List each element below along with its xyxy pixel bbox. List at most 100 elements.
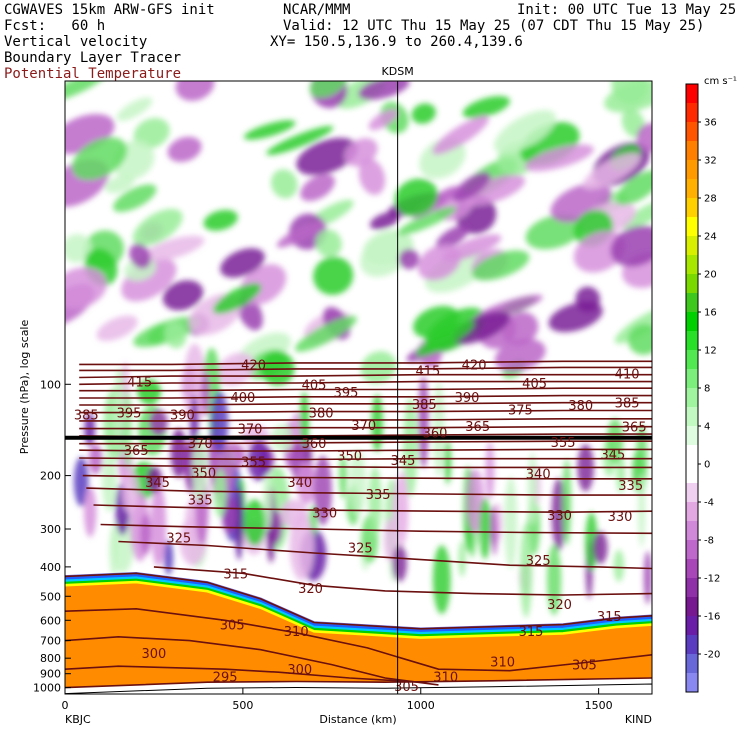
updraft-cell	[621, 199, 652, 230]
colorbar-swatch	[686, 597, 698, 617]
downdraft-cell	[162, 280, 204, 311]
init-time: Init: 00 UTC Tue 13 May 25	[517, 2, 737, 18]
station-left-label: KBJC	[65, 713, 91, 726]
theta-contour-315	[65, 572, 652, 630]
convective-cell	[163, 540, 174, 575]
colorbar-tick-label: -12	[704, 574, 720, 585]
updraft-cell	[394, 178, 438, 217]
convective-cell	[84, 486, 97, 538]
colorbar-swatch	[686, 635, 698, 655]
colorbar-swatch	[686, 521, 698, 541]
convective-cell	[109, 526, 119, 577]
theta-label: 360	[302, 437, 327, 452]
theta-label: 315	[597, 610, 622, 625]
y-tick-label: 500	[40, 590, 61, 603]
updraft-cell	[271, 169, 298, 199]
updraft-cell	[425, 250, 489, 293]
theta-label: 345	[145, 476, 170, 491]
theta-contour-360	[79, 448, 652, 452]
terrain	[65, 683, 652, 694]
gravity-wave-cell	[403, 397, 418, 497]
updraft-cell	[313, 256, 354, 295]
gravity-wave-cell	[520, 523, 533, 618]
theta-label: 345	[391, 454, 416, 469]
theta-contour-325	[118, 540, 652, 570]
gravity-wave-cell	[458, 540, 466, 577]
theta-contour-380	[79, 418, 652, 422]
convective-cell	[263, 472, 273, 531]
tracer-edge	[65, 576, 652, 635]
gravity-wave-cell	[643, 551, 652, 605]
theta-label: 355	[551, 436, 576, 451]
updraft-cell	[416, 320, 475, 357]
colorbar-swatch	[686, 312, 698, 332]
downdraft-cell	[141, 235, 205, 262]
theta-contour-340	[86, 487, 652, 496]
colorbar-swatch	[686, 540, 698, 560]
theta-label: 345	[600, 448, 625, 463]
updraft-cell	[113, 184, 157, 213]
theta-label: 300	[287, 663, 312, 678]
convective-cell	[213, 468, 227, 518]
theta-label: 350	[191, 466, 216, 481]
theta-label: 340	[526, 468, 551, 483]
colorbar-tick-label: 0	[704, 460, 710, 471]
theta-label: 325	[348, 541, 373, 556]
updraft-cell	[116, 97, 153, 121]
theta-contour-345	[82, 474, 652, 480]
theta-label: 355	[241, 456, 266, 471]
theta-contour-330	[100, 523, 652, 535]
theta-contour-365	[79, 440, 652, 445]
colorbar-swatch	[686, 578, 698, 598]
theta-contour-395	[79, 394, 652, 399]
colorbar-tick-label: -20	[704, 650, 720, 661]
gravity-wave-cell	[432, 545, 451, 614]
theta-label: 335	[188, 494, 213, 509]
colorbar-swatch	[686, 483, 698, 503]
colorbar-tick-label: 16	[704, 308, 717, 319]
updraft-cell	[243, 120, 296, 140]
colorbar-swatch	[686, 673, 698, 693]
downdraft-cell	[129, 243, 151, 269]
gravity-wave-cell	[527, 452, 538, 525]
y-axis-label: Pressure (hPa), log scale	[18, 320, 31, 455]
theta-label: 370	[238, 423, 263, 438]
updraft-cell	[65, 81, 108, 102]
downdraft-cell	[368, 109, 399, 131]
updraft-cell	[294, 315, 357, 352]
downdraft-cell	[344, 138, 378, 167]
theta-label: 300	[141, 647, 166, 662]
convective-cell	[121, 470, 139, 514]
theta-label: 315	[519, 625, 544, 640]
org-label: NCAR/MMM	[283, 2, 351, 18]
colorbar-tick-label: -8	[704, 536, 714, 547]
theta-label: 405	[522, 377, 547, 392]
gravity-wave-cell	[396, 470, 409, 541]
updraft-cell	[163, 321, 187, 349]
y-tick-label: 400	[40, 561, 61, 574]
theta-label: 365	[622, 421, 647, 436]
downdraft-cell	[369, 211, 400, 230]
field-potential-temperature: Potential Temperature	[4, 66, 182, 82]
y-tick-label: 600	[40, 614, 61, 627]
colorbar-swatch	[686, 654, 698, 674]
theta-label: 395	[117, 407, 142, 422]
updraft-cell	[615, 170, 652, 206]
theta-contour-350	[82, 464, 652, 469]
gravity-wave-cell	[392, 545, 407, 582]
tracer-edge	[65, 574, 652, 633]
colorbar-swatch	[686, 179, 698, 199]
colorbar-swatch	[686, 388, 698, 408]
updraft-cell	[309, 81, 349, 98]
colorbar-swatch	[686, 122, 698, 142]
theta-label: 310	[490, 655, 515, 670]
colorbar-swatch	[686, 445, 698, 465]
colorbar-swatch	[686, 350, 698, 370]
theta-label: 400	[230, 391, 255, 406]
theta-label: 390	[170, 409, 195, 424]
convective-cell	[150, 483, 167, 567]
theta-contour-labels: 420 415 420 410 415 405 405 400 395 390 385 380 385 3…	[74, 358, 647, 694]
x-tick-label: 1500	[585, 699, 613, 712]
colorbar-unit: cm s⁻¹	[704, 76, 737, 87]
gravity-wave-cell	[433, 381, 445, 478]
